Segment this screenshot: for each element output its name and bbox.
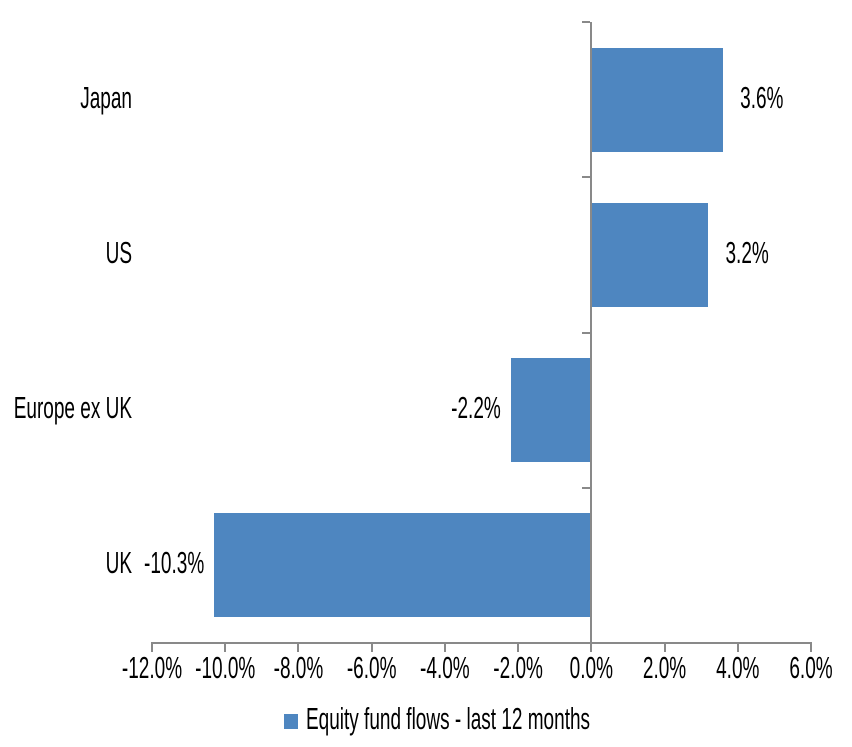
legend-color-swatch [283, 713, 298, 729]
x-axis-tick [224, 643, 227, 652]
x-tick-label: 0.0% [569, 652, 613, 686]
legend-series-label: Equity fund flows - last 12 months [305, 703, 591, 737]
x-axis-tick [810, 643, 812, 652]
y-axis-tick [582, 642, 591, 644]
category-label-japan: Japan [80, 82, 132, 116]
category-label-uk: UK [105, 547, 132, 582]
value-label-us: 3.2% [725, 237, 769, 271]
y-axis-line [590, 22, 593, 652]
y-axis-tick [582, 331, 591, 334]
x-tick-label: 4.0% [716, 652, 760, 686]
x-tick-label: -4.0% [420, 652, 470, 686]
category-label-europe-ex-uk: Europe ex UK [13, 392, 132, 427]
value-label-europe-ex-uk: -2.2% [451, 392, 501, 427]
x-tick-label: -2.0% [493, 652, 543, 686]
bar-japan [591, 47, 724, 152]
legend: Equity fund flows - last 12 months [11, 703, 852, 737]
value-label-japan: 3.6% [740, 82, 784, 116]
x-axis-tick [297, 643, 300, 652]
y-axis-tick [582, 486, 591, 489]
x-axis-line [151, 642, 812, 644]
x-axis-tick [443, 643, 446, 652]
x-axis-tick [517, 643, 520, 652]
category-label-us: US [105, 237, 132, 271]
bar-europe-ex-uk [510, 358, 592, 463]
x-axis-tick [736, 643, 739, 652]
value-label-uk: -10.3% [144, 547, 205, 582]
x-tick-label: -6.0% [346, 652, 397, 686]
x-axis-tick [370, 643, 373, 652]
x-tick-label: -12.0% [121, 652, 183, 686]
x-tick-label: 6.0% [789, 652, 833, 686]
x-axis-tick [151, 643, 153, 652]
y-axis-tick [582, 176, 591, 179]
x-tick-label: -8.0% [273, 652, 324, 686]
x-tick-label: -10.0% [195, 652, 256, 686]
x-axis-tick [663, 643, 666, 652]
x-tick-label: 2.0% [642, 652, 687, 686]
bar-uk [214, 513, 592, 618]
y-axis-tick [582, 21, 591, 23]
bar-us [591, 202, 709, 307]
